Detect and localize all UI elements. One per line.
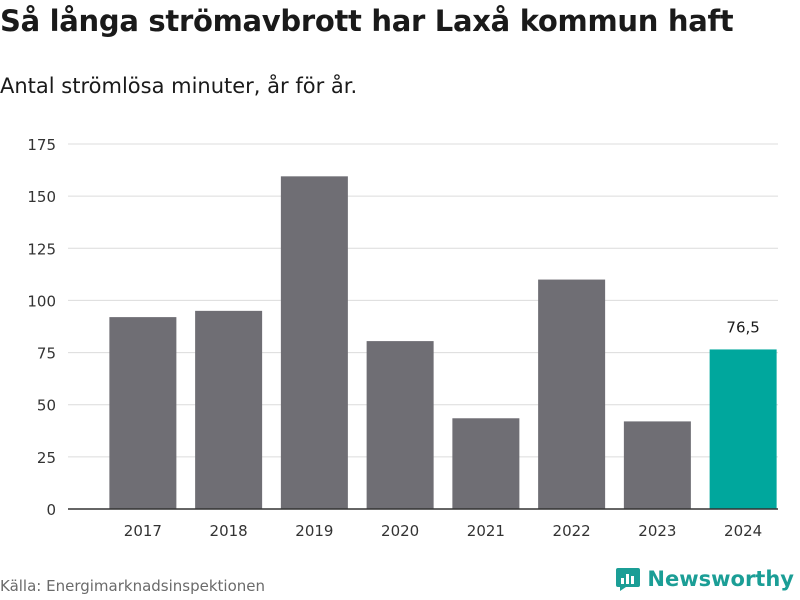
- y-tick-label: 100: [27, 292, 56, 310]
- brand-name: Newsworthy: [647, 567, 794, 591]
- y-tick-label: 75: [37, 345, 56, 363]
- data-label: 76,5: [726, 318, 759, 336]
- x-tick-label: 2024: [724, 522, 762, 540]
- x-tick-label: 2019: [295, 522, 333, 540]
- y-tick-label: 25: [37, 449, 56, 467]
- bar-2024: [709, 349, 777, 509]
- y-tick-label: 0: [46, 501, 56, 519]
- x-tick-label: 2020: [381, 522, 419, 540]
- x-tick-label: 2023: [638, 522, 676, 540]
- x-tick-label: 2022: [553, 522, 591, 540]
- bar-2017: [109, 317, 177, 509]
- bar-2020: [366, 341, 434, 509]
- y-tick-label: 175: [27, 136, 56, 154]
- chart-title: Så långa strömavbrott har Laxå kommun ha…: [0, 4, 734, 38]
- x-tick-label: 2018: [210, 522, 248, 540]
- x-tick-label: 2017: [124, 522, 162, 540]
- bar-2019: [280, 176, 348, 510]
- newsworthy-icon: [616, 568, 641, 591]
- y-tick-label: 150: [27, 188, 56, 206]
- bar-2022: [538, 279, 606, 509]
- y-tick-label: 125: [27, 240, 56, 258]
- bar-chart: 0 25 50 75 100 125 150 175 2017 2018 2019 2020 2021 2…: [27, 136, 778, 540]
- bar-2023: [623, 421, 691, 509]
- bar-2018: [195, 310, 263, 509]
- brand-logo[interactable]: Newsworthy: [615, 566, 794, 592]
- bar-2021: [452, 418, 520, 509]
- y-tick-label: 50: [37, 397, 56, 415]
- x-tick-label: 2021: [467, 522, 505, 540]
- chart-subtitle: Antal strömlösa minuter, år för år.: [0, 74, 358, 98]
- source-note: Källa: Energimarknadsinspektionen: [0, 577, 266, 595]
